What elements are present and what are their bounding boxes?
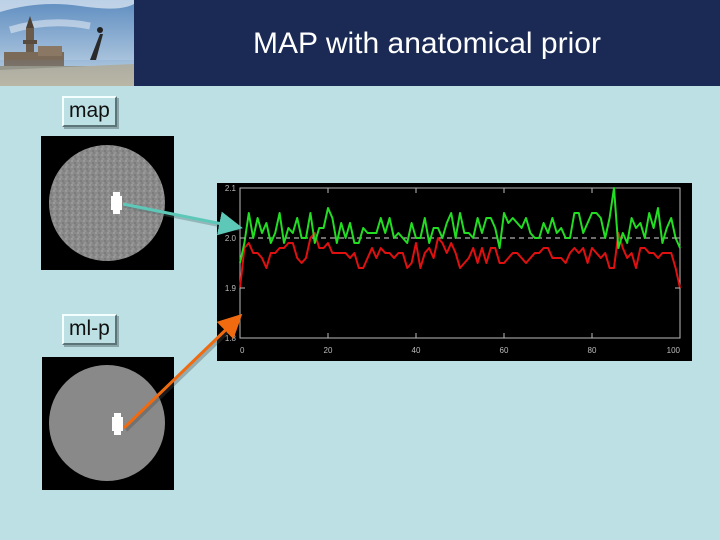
x-tick-label: 40 [412,346,421,355]
x-tick-label: 100 [667,346,681,355]
x-tick-label: 20 [324,346,333,355]
arrow-map-to-chart [122,202,243,236]
line-chart: 1.8 1.9 2.0 2.1 0 20 40 60 80 100 [217,183,692,366]
y-tick-label: 2.1 [225,184,237,193]
y-tick-label: 1.9 [225,284,237,293]
chart-background [217,183,692,361]
slide-title: MAP with anatomical prior [253,27,601,60]
label-ml-p: ml-p [62,314,117,345]
x-tick-label: 0 [240,346,245,355]
phantom-image-map [41,136,174,275]
x-tick-label: 60 [500,346,509,355]
title-bar: MAP with anatomical prior [0,0,720,86]
y-tick-label: 2.0 [225,234,237,243]
header-photo [0,0,134,86]
phantom-image-ml-p [42,357,174,495]
x-tick-label: 80 [588,346,597,355]
arrow-ml-p-to-chart [122,313,243,430]
series-line-0 [239,187,681,264]
label-map: map [62,96,117,127]
